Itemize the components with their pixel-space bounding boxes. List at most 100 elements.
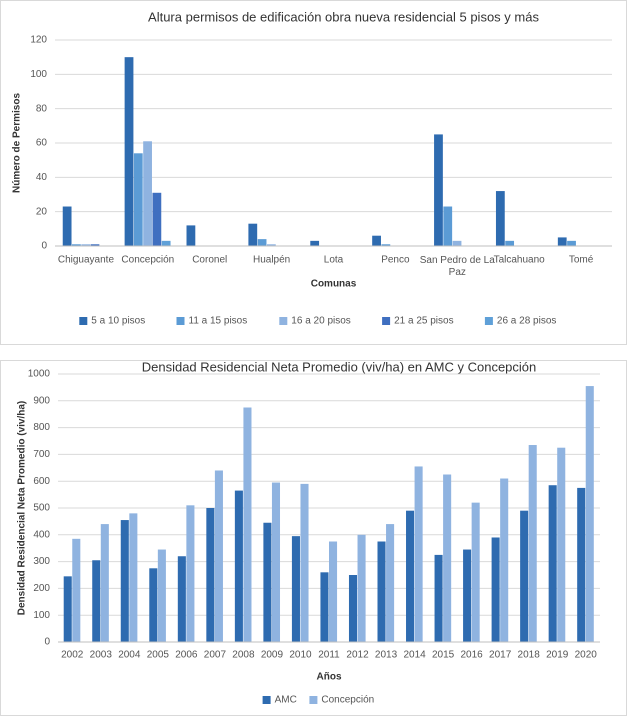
legend-label: Concepción	[321, 695, 374, 706]
bar	[406, 510, 415, 642]
legend-swatch	[279, 317, 288, 325]
y-tick-label: 1000	[28, 369, 51, 380]
x-tick-label: 2010	[289, 650, 312, 661]
y-tick-label: 80	[36, 103, 48, 114]
x-tick-label: 2012	[346, 650, 369, 661]
x-tick-label: 2007	[204, 650, 227, 661]
bar	[291, 536, 300, 642]
legend-label: 21 a 25 pisos	[394, 316, 454, 327]
legend-swatch	[484, 317, 493, 325]
bar	[248, 223, 258, 246]
bar	[90, 244, 100, 246]
bar	[133, 153, 143, 246]
bar	[161, 240, 171, 246]
y-tick-label: 700	[33, 449, 50, 460]
bar	[310, 240, 320, 246]
x-tick-label: 2019	[546, 650, 569, 661]
y-tick-label: 600	[33, 476, 50, 487]
bar	[152, 192, 162, 246]
x-tick-label: 2004	[118, 650, 141, 661]
y-tick-label: 300	[33, 556, 50, 567]
chart-title: Altura permisos de edificación obra nuev…	[148, 9, 539, 24]
x-tick-label: Lota	[324, 255, 344, 266]
bar	[443, 474, 452, 642]
x-tick-label: 2011	[318, 650, 340, 661]
bar	[186, 225, 196, 246]
bar	[528, 445, 537, 642]
x-axis-title: Comunas	[311, 279, 357, 290]
bar	[443, 206, 453, 246]
bar	[143, 141, 152, 246]
bar	[72, 244, 81, 246]
y-tick-label: 40	[36, 172, 48, 183]
bar	[348, 575, 358, 642]
y-tick-label: 60	[36, 138, 48, 149]
bar	[186, 505, 195, 642]
bar	[452, 240, 462, 246]
x-tick-label: Talcahuano	[494, 255, 546, 266]
bar	[206, 508, 215, 642]
bar	[234, 490, 243, 642]
bar	[266, 244, 276, 246]
x-tick-label: 2018	[518, 650, 541, 661]
x-tick-label: 2016	[461, 650, 484, 661]
bar	[177, 556, 186, 642]
bar	[471, 502, 480, 642]
bar	[271, 482, 281, 642]
x-tick-label: 2013	[375, 650, 398, 661]
bar	[372, 235, 381, 246]
x-tick-label: Hualpén	[253, 255, 290, 266]
bar	[500, 478, 509, 642]
legend-swatch	[79, 317, 88, 325]
y-tick-label: 200	[33, 583, 50, 594]
y-tick-label: 900	[33, 395, 50, 406]
bar	[257, 239, 267, 246]
bar	[434, 134, 443, 246]
bar	[585, 386, 594, 642]
bar	[81, 244, 91, 246]
x-tick-label: 2020	[575, 650, 598, 661]
bar	[557, 447, 566, 642]
y-tick-label: 0	[44, 637, 50, 648]
bar	[320, 572, 329, 642]
y-axis-title: Densidad Residencial Neta Promedio (viv/…	[17, 401, 28, 616]
bar	[129, 513, 138, 642]
y-tick-label: 500	[33, 503, 50, 514]
bar	[120, 520, 129, 642]
y-tick-label: 400	[33, 529, 50, 540]
bar	[377, 541, 386, 642]
x-tick-label: Tomé	[569, 255, 594, 266]
x-tick-label: Coronel	[192, 255, 227, 266]
x-tick-label: 2008	[232, 650, 255, 661]
y-tick-label: 100	[30, 69, 47, 80]
bar	[577, 487, 586, 642]
x-tick-label: San Pedro de La Paz	[420, 255, 495, 278]
legend-label: 26 a 28 pisos	[497, 316, 557, 327]
bar	[62, 206, 72, 246]
y-tick-label: 100	[33, 610, 50, 621]
bar	[124, 57, 134, 246]
x-tick-label: 2005	[147, 650, 170, 661]
legend-label: 16 a 20 pisos	[291, 316, 351, 327]
x-tick-label: 2017	[489, 650, 512, 661]
bar	[263, 522, 272, 642]
bar	[149, 568, 158, 642]
legend-swatch	[309, 696, 318, 704]
bar	[520, 510, 529, 642]
bar	[505, 240, 515, 246]
bar	[92, 560, 101, 642]
legend-label: AMC	[275, 695, 297, 706]
chart-title: Densidad Residencial Neta Promedio (viv/…	[142, 359, 537, 374]
legend-swatch	[382, 317, 391, 325]
bar	[300, 483, 309, 642]
bar	[548, 485, 557, 642]
x-tick-label: 2002	[61, 650, 84, 661]
bar	[557, 237, 567, 246]
bar	[72, 538, 81, 642]
bar	[495, 191, 505, 246]
bar	[100, 524, 109, 642]
x-tick-label: 2015	[432, 650, 455, 661]
bar	[157, 549, 166, 642]
bar	[214, 470, 223, 642]
x-tick-label: Penco	[381, 255, 410, 266]
